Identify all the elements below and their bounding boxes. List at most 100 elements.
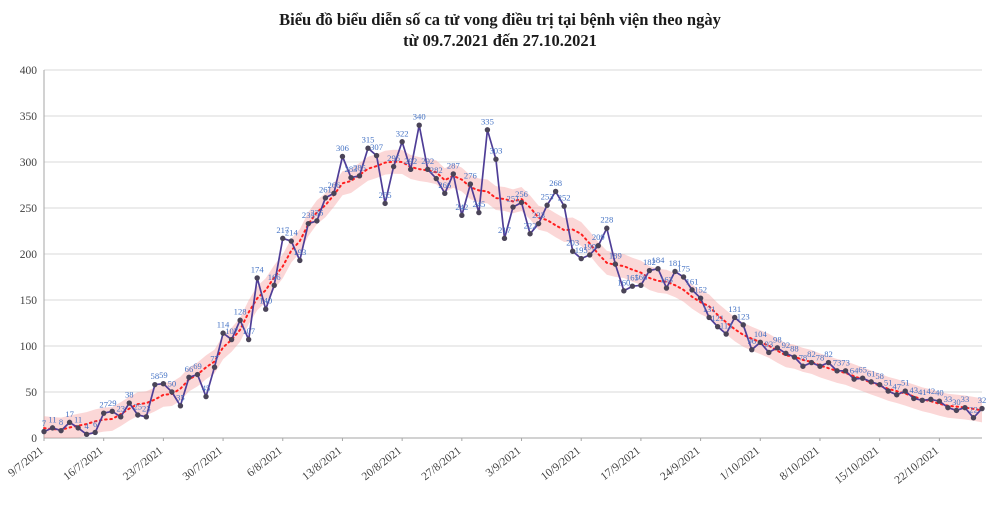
- data-point-marker: [49, 425, 56, 431]
- data-point-marker: [876, 381, 883, 388]
- data-point-marker: [331, 190, 337, 196]
- data-point-label: 245: [472, 199, 485, 209]
- data-point-marker: [646, 267, 653, 274]
- data-point-label: 236: [310, 207, 324, 217]
- data-point-marker: [245, 336, 252, 343]
- data-point-marker: [911, 395, 917, 402]
- data-point-marker: [280, 235, 286, 242]
- data-point-marker: [621, 288, 627, 294]
- data-point-marker: [595, 243, 601, 249]
- x-tick-label: 9/7/2021: [6, 445, 46, 480]
- x-tick-label: 17/9/2021: [599, 445, 643, 483]
- data-point-label: 233: [532, 210, 545, 220]
- data-point-label: 73: [833, 357, 842, 367]
- data-point-label: 41: [918, 387, 927, 397]
- data-point-label: 251: [507, 194, 520, 204]
- data-point-marker: [834, 368, 840, 374]
- x-tick-label: 13/8/2021: [300, 445, 344, 483]
- data-point-label: 96: [747, 336, 756, 346]
- x-tick-label: 15/10/2021: [833, 445, 882, 487]
- data-point-marker: [783, 350, 789, 357]
- data-point-marker: [800, 363, 806, 369]
- data-point-marker: [552, 188, 559, 195]
- data-point-marker: [288, 238, 294, 244]
- data-point-label: 64: [850, 366, 859, 376]
- data-point-label: 23: [142, 403, 151, 413]
- data-point-label: 306: [336, 143, 350, 153]
- data-point-marker: [979, 405, 985, 412]
- data-point-marker: [118, 414, 124, 420]
- data-point-marker: [263, 306, 269, 312]
- data-point-marker: [41, 428, 47, 435]
- data-point-marker: [859, 375, 866, 381]
- data-point-label: 166: [268, 272, 282, 282]
- data-point-marker: [348, 174, 354, 181]
- x-tick-label: 24/9/2021: [658, 445, 702, 483]
- data-point-marker: [58, 427, 64, 434]
- data-point-marker: [953, 407, 960, 414]
- data-point-label: 131: [703, 304, 716, 314]
- data-point-label: 38: [125, 390, 134, 400]
- data-point-label: 92: [782, 340, 791, 350]
- data-point-label: 228: [600, 215, 613, 225]
- data-point-marker: [66, 419, 73, 426]
- data-point-label: 161: [686, 276, 699, 286]
- data-point-label: 292: [421, 156, 434, 166]
- data-point-marker: [476, 209, 482, 216]
- data-point-label: 27: [99, 400, 108, 410]
- x-tick-label: 20/8/2021: [360, 445, 404, 483]
- data-point-marker: [407, 166, 414, 173]
- x-tick-label: 8/10/2021: [778, 445, 822, 483]
- y-tick-label: 300: [20, 157, 38, 169]
- data-point-marker: [629, 283, 636, 289]
- data-point-label: 217: [276, 225, 290, 235]
- data-point-label: 98: [773, 334, 782, 344]
- data-point-label: 107: [242, 326, 256, 336]
- y-tick-label: 400: [20, 65, 38, 77]
- data-point-label: 315: [362, 135, 375, 145]
- data-point-label: 23: [116, 403, 125, 413]
- data-point-label: 252: [558, 193, 571, 203]
- data-point-marker: [228, 336, 235, 343]
- data-point-label: 65: [858, 365, 867, 375]
- data-point-marker: [365, 145, 371, 151]
- data-point-label: 282: [430, 165, 443, 175]
- data-point-label: 242: [455, 202, 468, 212]
- data-point-label: 17: [65, 409, 74, 419]
- y-tick-label: 100: [20, 341, 38, 353]
- data-point-marker: [578, 255, 584, 262]
- x-tick-label: 16/7/2021: [61, 445, 105, 483]
- data-point-marker: [467, 181, 474, 187]
- data-point-marker: [757, 339, 763, 346]
- chart-title-block: Biểu đồ biểu diễn số ca tử vong điều trị…: [0, 0, 1000, 51]
- data-point-label: 107: [225, 326, 239, 336]
- data-point-marker: [638, 282, 644, 288]
- data-point-label: 261: [319, 184, 332, 194]
- data-point-label: 160: [617, 277, 630, 287]
- data-point-marker: [945, 404, 951, 411]
- data-point-label: 195: [575, 245, 588, 255]
- data-point-marker: [390, 163, 397, 170]
- data-point-marker: [604, 225, 610, 231]
- data-point-label: 61: [867, 368, 876, 378]
- data-point-marker: [518, 199, 525, 206]
- data-point-label: 209: [592, 232, 605, 242]
- x-tick-label: 3/9/2021: [484, 445, 524, 480]
- data-point-marker: [399, 139, 405, 145]
- data-point-label: 303: [490, 146, 503, 156]
- data-point-marker: [672, 268, 678, 275]
- data-point-marker: [169, 389, 175, 395]
- data-point-label: 123: [737, 311, 750, 321]
- data-point-label: 69: [193, 361, 202, 371]
- data-point-marker: [868, 379, 874, 385]
- data-point-label: 189: [609, 251, 622, 261]
- chart-title: Biểu đồ biểu diễn số ca tử vong điều trị…: [279, 10, 721, 29]
- data-point-marker: [339, 153, 346, 160]
- data-point-marker: [808, 359, 815, 366]
- data-point-label: 51: [884, 378, 893, 388]
- data-point-marker: [894, 392, 900, 398]
- data-point-marker: [314, 218, 320, 224]
- data-point-label: 214: [285, 228, 299, 238]
- y-tick-label: 50: [26, 387, 38, 399]
